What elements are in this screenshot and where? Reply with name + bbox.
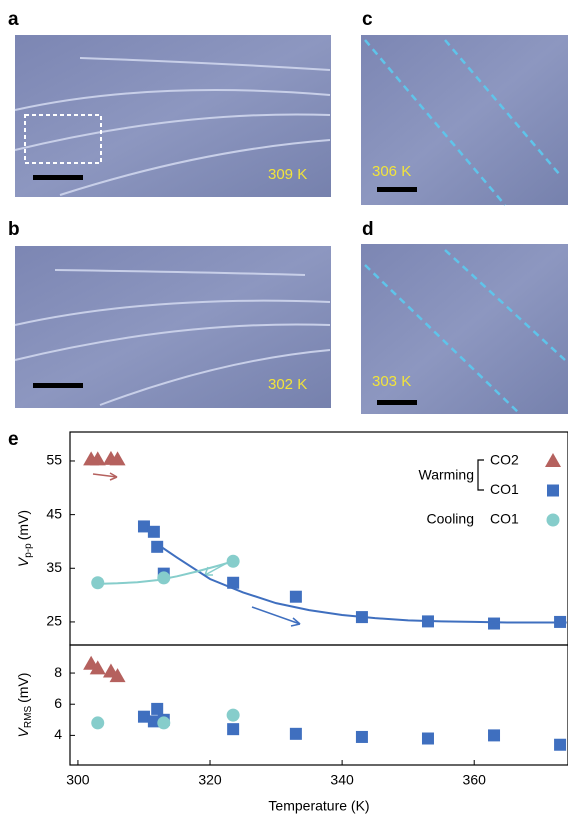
square-marker: [151, 540, 164, 553]
y-label-unit: (mV): [15, 673, 31, 703]
y-label-unit: (mV): [15, 510, 31, 540]
legend-label: CO1: [490, 511, 519, 527]
y-tick-label: 4: [54, 726, 62, 742]
y-tick-label: 55: [46, 452, 62, 468]
zoom-box: [24, 114, 102, 164]
circle-marker: [546, 513, 560, 527]
scale-bar: [377, 400, 417, 405]
circle-marker: [157, 716, 171, 730]
circle-marker: [226, 708, 240, 722]
dashed-guide: [364, 249, 566, 415]
square-marker: [355, 730, 368, 743]
circle-marker: [91, 716, 105, 730]
panel-b: b 302 K: [8, 219, 331, 408]
y-label-symbol: V: [15, 726, 31, 737]
triangle-marker: [545, 453, 561, 467]
y-tick-label: 35: [46, 559, 62, 575]
square-marker: [488, 729, 501, 742]
micrograph: [361, 244, 568, 414]
x-tick-label: 320: [198, 772, 222, 788]
x-tick-label: 360: [463, 772, 487, 788]
y-label-subscript: RMS: [23, 706, 34, 729]
fit-line: [156, 543, 567, 624]
y-tick-label: 8: [54, 664, 62, 680]
square-marker: [227, 576, 240, 589]
legend-bracket: [477, 459, 484, 491]
square-marker: [147, 525, 160, 538]
x-axis-label: Temperature (K): [268, 798, 369, 814]
triangle-marker: [109, 668, 126, 683]
panel-letter: b: [8, 219, 20, 240]
x-tick-label: 300: [66, 772, 90, 788]
panel-letter: a: [8, 9, 19, 30]
legend-group: Cooling: [427, 511, 474, 527]
legend-label: CO1: [490, 481, 519, 497]
panel-letter: d: [362, 219, 374, 240]
panel-c: c 306 K: [361, 9, 568, 206]
dashed-guide: [364, 39, 561, 206]
temperature-label: 302 K: [268, 376, 307, 393]
panel-letter: e: [8, 429, 19, 450]
y-tick-label: 45: [46, 505, 62, 521]
plot-frame: [69, 644, 568, 766]
circle-marker: [91, 576, 105, 590]
temperature-label: 309 K: [268, 166, 307, 183]
scale-bar: [33, 175, 83, 180]
legend-label: CO2: [490, 452, 519, 468]
square-marker: [547, 484, 559, 497]
scale-bar: [377, 187, 417, 192]
x-tick-label: 340: [330, 772, 354, 788]
y-tick-label: 6: [54, 695, 62, 711]
square-marker: [147, 715, 160, 728]
temperature-label: 303 K: [372, 373, 411, 390]
square-marker: [227, 723, 240, 736]
fit-line: [97, 560, 234, 585]
panel-letter: c: [362, 9, 373, 30]
panel-d: d 303 K: [361, 219, 568, 415]
square-marker: [421, 732, 434, 745]
square-marker: [554, 738, 567, 751]
square-marker: [289, 590, 302, 603]
temperature-label: 306 K: [372, 163, 411, 180]
arrows: [92, 472, 301, 627]
y-axis-label: Vp-p (mV): [15, 510, 34, 567]
square-marker: [137, 710, 150, 723]
triangle-marker: [89, 660, 106, 675]
triangle-marker: [89, 451, 106, 466]
square-marker: [289, 727, 302, 740]
scale-bar: [33, 383, 83, 388]
y-label-subscript: p-p: [23, 543, 34, 558]
y-label-symbol: V: [15, 556, 31, 567]
square-marker: [488, 617, 501, 630]
y-axis-label: VRMS (mV): [15, 673, 34, 738]
square-marker: [151, 702, 164, 715]
y-tick-label: 25: [46, 613, 62, 629]
triangle-marker: [109, 451, 126, 466]
domain-wall: [14, 269, 331, 406]
legend-group: Warming: [419, 467, 475, 483]
domain-wall: [14, 57, 331, 196]
panel-a: a 309 K: [8, 9, 331, 197]
square-marker: [137, 520, 150, 533]
